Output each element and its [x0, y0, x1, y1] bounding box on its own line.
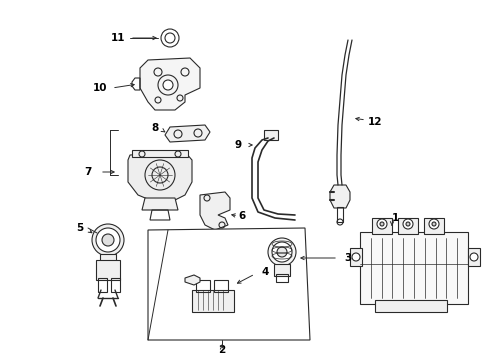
Bar: [100, 254, 116, 262]
Bar: [397, 218, 417, 234]
Circle shape: [271, 242, 291, 262]
Circle shape: [92, 224, 124, 256]
Bar: [467, 248, 479, 266]
Bar: [336, 207, 342, 222]
Bar: [96, 260, 120, 280]
Circle shape: [163, 80, 173, 90]
Text: 5: 5: [76, 223, 83, 233]
Text: 3: 3: [344, 253, 351, 263]
Text: 2: 2: [218, 345, 225, 355]
Circle shape: [469, 253, 477, 261]
Polygon shape: [200, 192, 229, 230]
Circle shape: [96, 228, 120, 252]
Bar: [349, 248, 361, 266]
Bar: [275, 274, 287, 282]
Text: 12: 12: [367, 117, 382, 127]
Text: 4: 4: [261, 267, 268, 277]
Circle shape: [379, 222, 383, 226]
Bar: [98, 278, 107, 292]
Text: 1: 1: [390, 213, 398, 223]
Bar: [111, 278, 120, 292]
Text: 7: 7: [84, 167, 92, 177]
Bar: [214, 280, 227, 292]
Polygon shape: [140, 58, 200, 110]
Polygon shape: [164, 125, 209, 142]
Text: 9: 9: [234, 140, 241, 150]
Bar: [192, 290, 234, 312]
Circle shape: [351, 253, 359, 261]
Polygon shape: [329, 185, 349, 208]
Circle shape: [267, 238, 295, 266]
Bar: [273, 264, 289, 276]
Bar: [359, 232, 467, 304]
Circle shape: [405, 222, 409, 226]
Text: 8: 8: [151, 123, 158, 133]
Text: 6: 6: [238, 211, 245, 221]
Circle shape: [102, 234, 114, 246]
Bar: [423, 218, 443, 234]
Bar: [132, 150, 187, 157]
Bar: [374, 300, 446, 312]
Polygon shape: [142, 198, 178, 210]
Circle shape: [161, 29, 179, 47]
Circle shape: [402, 219, 412, 229]
Circle shape: [276, 247, 286, 257]
Polygon shape: [184, 275, 200, 285]
Text: 10: 10: [93, 83, 107, 93]
Circle shape: [164, 33, 175, 43]
Polygon shape: [128, 152, 192, 200]
Bar: [264, 130, 278, 140]
Bar: [371, 218, 391, 234]
Circle shape: [376, 219, 386, 229]
Circle shape: [428, 219, 438, 229]
Text: 11: 11: [110, 33, 125, 43]
Bar: [196, 280, 209, 292]
Circle shape: [431, 222, 435, 226]
Polygon shape: [148, 228, 309, 340]
